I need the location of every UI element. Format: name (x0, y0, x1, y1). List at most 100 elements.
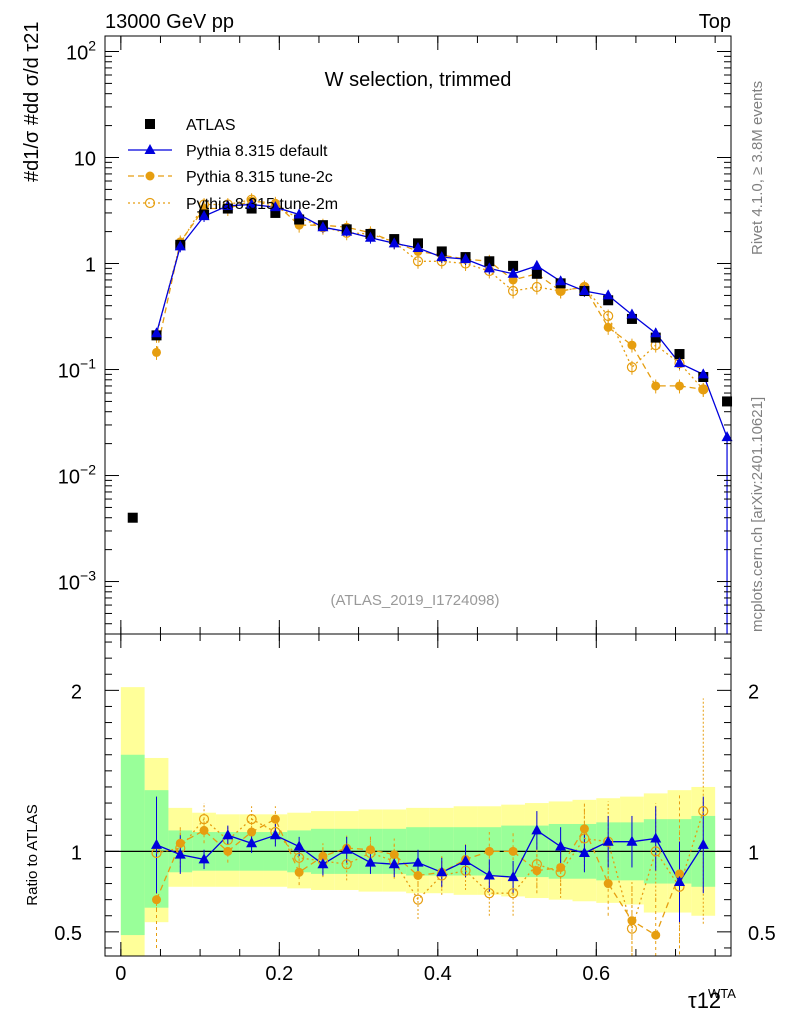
ratio-default-point (626, 835, 638, 846)
ratio-ylabel-text: Ratio to ATLAS (24, 804, 41, 905)
ratio-tune2c-point (579, 824, 589, 834)
ratio-frame (104, 633, 732, 957)
atlas-point (294, 214, 305, 225)
ratio-tune2c-point (651, 930, 661, 940)
ratio-default-point (697, 838, 709, 849)
ratio-ylabel: Ratio to ATLAS (24, 804, 41, 905)
default-point (364, 231, 376, 242)
ratio-tune2m-point (198, 814, 210, 825)
x-axis-label: τ12 WTA (688, 986, 736, 1013)
ratio-tune2c-point (199, 825, 209, 835)
ratio-panel: 0.5 0.5 1 1 2 2 0 0.2 0.4 0.6 (54, 633, 776, 985)
main-ytick-label: 1 (85, 255, 96, 277)
atlas-point (626, 313, 637, 324)
x-axis-label-sup: WTA (708, 986, 736, 1001)
ratio-ytick-label-right: 1 (748, 842, 759, 864)
ratio-tune2m-point (698, 805, 709, 817)
ratio-default-point (555, 840, 567, 851)
tune2c-point (152, 347, 162, 357)
default-point (697, 368, 709, 379)
ratio-tune2m-point (460, 865, 471, 876)
ratio-tune2m-point (246, 814, 257, 825)
ratio-default-point (246, 837, 258, 848)
tune2m-point (507, 285, 519, 297)
tune2c-line (155, 200, 704, 391)
ratio-tune2c-point (508, 846, 518, 856)
main-ytick-label: 102 (66, 37, 96, 64)
ratio-tune2m-point (412, 894, 424, 905)
ratio-tune2c-point (484, 846, 494, 856)
atlas-point (246, 203, 257, 214)
default-point (721, 431, 733, 442)
ratio-default-point (460, 855, 472, 866)
atlas-point (650, 332, 661, 343)
ratio-tune2c-line (155, 818, 681, 937)
ratio-default-point (650, 832, 662, 843)
atlas-point (508, 260, 519, 271)
ratio-default-point (269, 829, 281, 840)
ratio-default-point (436, 866, 448, 877)
ratio-default-point (174, 848, 186, 859)
main-ytick-label-text: 1 (85, 255, 96, 277)
ratio-tune2c-point (413, 871, 423, 880)
watermark: (ATLAS_2019_I1724098) (330, 592, 499, 609)
ratio-tune2m-point (579, 833, 590, 844)
ratio-default-point (412, 856, 424, 867)
default-point (555, 275, 567, 286)
ratio-ytick-label-left: 2 (71, 681, 82, 703)
ratio-default-point (293, 840, 305, 851)
ratio-default-point (673, 875, 685, 886)
ratio-band-inner (120, 754, 145, 936)
tune2m-point (626, 362, 638, 373)
ratio-default-point (364, 856, 376, 867)
default-point (531, 259, 543, 270)
ratio-default-point (341, 843, 353, 854)
main-title: W selection, trimmed (325, 69, 512, 91)
default-point (341, 225, 353, 236)
ratio-xtick-label: 0.4 (424, 963, 452, 985)
ratio-tune2c-point (365, 845, 375, 855)
ratio-tune2c-point (627, 916, 637, 926)
default-point (483, 262, 495, 273)
legend: ATLAS Pythia 8.315 default Pythia 8.315 tu… (128, 117, 338, 213)
ratio-tune2c-point (389, 850, 399, 860)
main-ytick-label: 10−2 (58, 462, 96, 489)
ratio-xtick-label: 0.2 (265, 963, 293, 985)
main-panel: W selection, trimmed (ATLAS_2019_I172409… (58, 35, 733, 635)
ratio-default-point (317, 858, 329, 869)
ratio-ytick-label-left: 1 (71, 842, 82, 864)
tune2c-point (603, 322, 613, 332)
ratio-default-point (578, 846, 590, 857)
default-point (317, 221, 329, 232)
ratio-tune2m-point (294, 852, 305, 863)
main-ytick-label: 10−3 (58, 568, 96, 595)
legend-label: Pythia 8.315 tune-2m (186, 196, 338, 213)
energy-label: 13000 GeV pp (105, 11, 234, 33)
ratio-tune2c-point (318, 851, 328, 861)
ratio-ytick-label-right: 2 (748, 681, 759, 703)
process-label: Top (699, 11, 731, 33)
tune2c-point (651, 381, 661, 391)
default-point (650, 327, 662, 338)
rivet-label: Rivet 4.1.0, ≥ 3.8M events (749, 81, 766, 255)
tune2c-point (698, 384, 708, 394)
legend-marker (145, 119, 155, 129)
default-point (673, 357, 685, 368)
ratio-default-point (507, 871, 519, 882)
atlas-point (674, 349, 685, 360)
ratio-tune2c-point (247, 827, 257, 837)
default-point (460, 253, 472, 264)
ratio-tune2c-point (603, 879, 613, 889)
atlas-point (531, 268, 542, 279)
atlas-point (270, 207, 281, 218)
default-point (626, 308, 638, 319)
default-point (174, 240, 186, 251)
legend-marker (144, 144, 156, 154)
main-ytick-label-text: 10−3 (58, 568, 96, 595)
ratio-default-point (198, 853, 210, 864)
legend-marker (145, 171, 155, 181)
ratio-tune2c-point (556, 862, 566, 872)
ratio-tune2m-point (507, 888, 519, 899)
